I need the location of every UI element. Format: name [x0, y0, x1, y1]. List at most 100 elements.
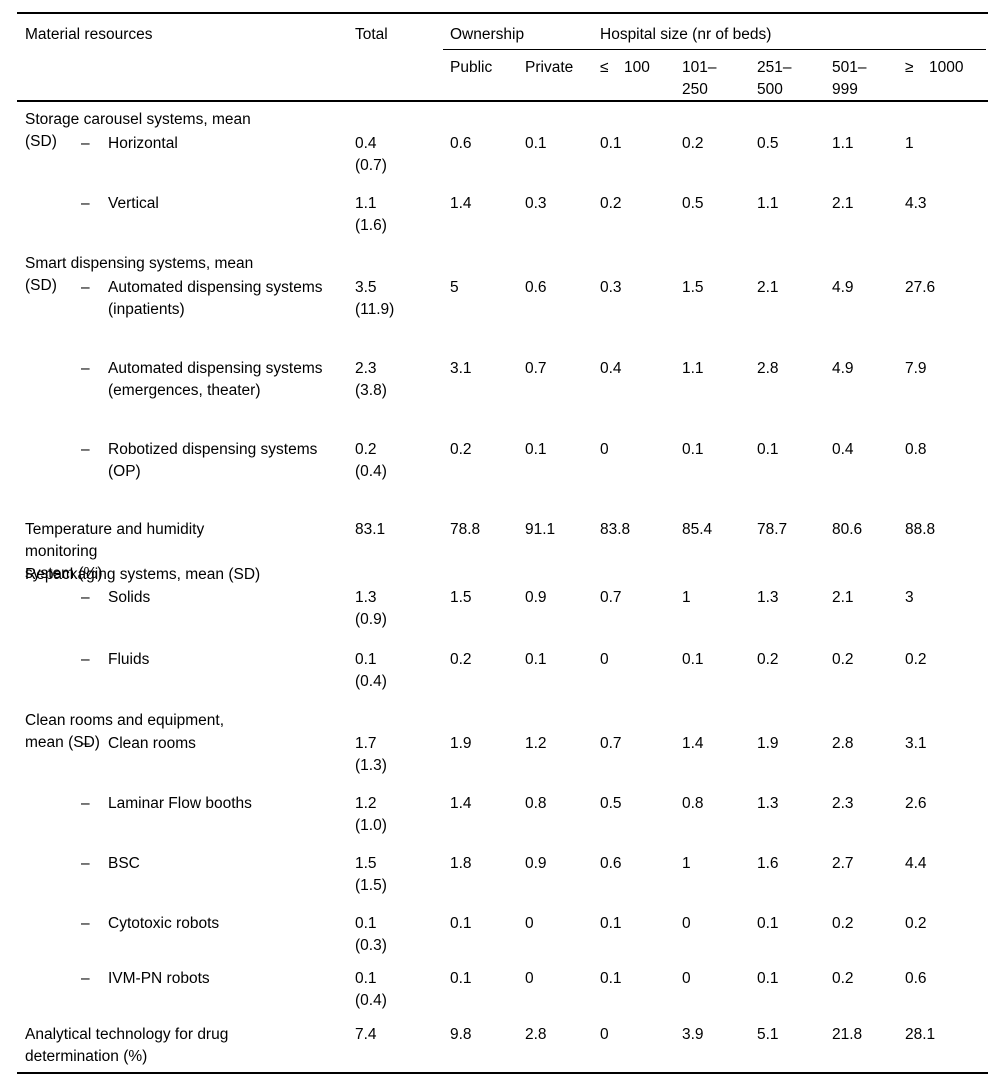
cell-value: 1.5: [682, 279, 704, 296]
cell-value: 7.9: [905, 360, 927, 377]
cell-total: 1.1 (1.6): [355, 195, 387, 234]
cell-value: 0.2: [832, 651, 854, 668]
cell-value: 1.5: [450, 589, 472, 606]
cell-value: 0.1: [525, 651, 547, 668]
cell-value: 3.1: [905, 735, 927, 752]
row-dash: –: [81, 795, 90, 812]
cell-value: 0.4: [600, 360, 622, 377]
row-label: Temperature and humidity monitoring syst…: [25, 521, 205, 582]
row-label-cell: – Automated dispensing systems (emergence…: [25, 358, 347, 402]
cell-value: 1.1: [757, 195, 779, 212]
cell-value: 2.3: [832, 795, 854, 812]
cell-value: 2.1: [832, 195, 854, 212]
cell-value: 0.2: [600, 195, 622, 212]
cell-value: 0.1: [600, 135, 622, 152]
cell-value: 0.7: [600, 589, 622, 606]
cell-value: 1.1: [832, 135, 854, 152]
cell-value: 0.9: [525, 855, 547, 872]
cell-value: 0.5: [757, 135, 779, 152]
cell-value: 80.6: [832, 521, 863, 538]
cell-total: 1.3 (0.9): [355, 589, 387, 628]
row-label-cell: – Automated dispensing systems (inpatient…: [25, 277, 347, 321]
table-row: – IVM-PN robots 0.1 (0.4) 0.1 0 0.1 0 0.1 0.2 0.6: [17, 968, 988, 1024]
cell-value: 1.9: [450, 735, 472, 752]
cell-value: 1: [682, 589, 691, 606]
cell-value: 0.2: [450, 651, 472, 668]
row-label-cell: Temperature and humidity monitoring syst…: [25, 519, 347, 585]
cell-value: 1.4: [450, 195, 472, 212]
cell-value: 0.6: [905, 970, 927, 987]
cell-value: 0.2: [450, 441, 472, 458]
cell-value: 2.1: [832, 589, 854, 606]
cell-total: 83.1: [355, 521, 386, 538]
cell-total: 1.5 (1.5): [355, 855, 387, 894]
cell-value: 0.7: [600, 735, 622, 752]
row-dash: –: [81, 970, 90, 987]
row-label: Fluids: [108, 651, 150, 668]
cell-value: 28.1: [905, 1026, 936, 1043]
cell-value: 0.1: [450, 970, 472, 987]
table-row: – Clean rooms 1.7 (1.3) 1.9 1.2 0.7 1.4 1.9 2.8 3…: [17, 733, 988, 793]
column-header-material-resources: Material resources: [25, 26, 153, 43]
cell-value: 88.8: [905, 521, 936, 538]
cell-value: 4.9: [832, 360, 854, 377]
cell-value: 3: [905, 589, 914, 606]
cell-value: 83.8: [600, 521, 631, 538]
cell-value: 1.3: [757, 795, 779, 812]
table-row: – Cytotoxic robots 0.1 (0.3) 0.1 0 0.1 0 0.1 0.2…: [17, 913, 988, 968]
row-label: Repackaging systems, mean (SD): [25, 566, 261, 583]
cell-total: 0.1 (0.4): [355, 970, 387, 1009]
cell-total: 0.1 (0.4): [355, 651, 387, 690]
row-label: Automated dispensing systems (emergences…: [108, 360, 323, 399]
row-label: Solids: [108, 589, 151, 606]
cell-value: 2.1: [757, 279, 779, 296]
row-label: Clean rooms: [108, 735, 196, 752]
row-label: Laminar Flow booths: [108, 795, 252, 812]
cell-total: 0.2 (0.4): [355, 441, 387, 480]
cell-value: 4.4: [905, 855, 927, 872]
cell-value: 0.8: [905, 441, 927, 458]
row-label-cell: – Clean rooms: [25, 733, 347, 755]
row-dash: –: [81, 279, 90, 296]
cell-value: 0.8: [525, 795, 547, 812]
cell-value: 0.3: [600, 279, 622, 296]
cell-total: 7.4: [355, 1026, 377, 1043]
row-dash: –: [81, 441, 90, 458]
cell-value: 0.1: [600, 915, 622, 932]
table-row: – Vertical 1.1 (1.6) 1.4 0.3 0.2 0.5 1.1 2.1 4.3: [17, 193, 988, 253]
row-label-cell: – Robotized dispensing systems (OP): [25, 439, 347, 483]
cell-value: 91.1: [525, 521, 556, 538]
column-header-beds-501-999: 501– 999: [832, 59, 867, 98]
cell-total: 3.5 (11.9): [355, 279, 395, 318]
cell-value: 0.2: [905, 915, 927, 932]
cell-value: 3.9: [682, 1026, 704, 1043]
cell-value: 0.1: [757, 970, 779, 987]
column-group-hospital-size: Hospital size (nr of beds): [600, 26, 772, 43]
cell-total: 1.2 (1.0): [355, 795, 387, 834]
cell-value: 0.2: [832, 970, 854, 987]
row-label: Cytotoxic robots: [108, 915, 220, 932]
cell-value: 0.1: [757, 441, 779, 458]
row-label: IVM-PN robots: [108, 970, 210, 987]
cell-value: 85.4: [682, 521, 713, 538]
cell-value: 0.2: [832, 915, 854, 932]
column-header-total: Total: [355, 26, 388, 43]
cell-value: 0: [525, 970, 534, 987]
table-row: Temperature and humidity monitoring syst…: [17, 519, 988, 582]
cell-value: 0.2: [905, 651, 927, 668]
cell-value: 0.1: [682, 651, 704, 668]
table-body: Storage carousel systems, mean (SD) – Hori…: [17, 102, 988, 1074]
row-label-cell: – BSC: [25, 853, 347, 875]
cell-value: 0.1: [757, 915, 779, 932]
cell-value: 2.8: [832, 735, 854, 752]
column-group-ownership: Ownership: [450, 26, 525, 43]
row-dash: –: [81, 360, 90, 377]
cell-value: 1.4: [450, 795, 472, 812]
cell-value: 0.2: [757, 651, 779, 668]
row-label: Storage carousel systems, mean (SD): [25, 111, 251, 150]
column-header-beds-le-100: ≤ 100: [600, 59, 650, 76]
header-group-rule: [443, 49, 986, 50]
table-row: Analytical technology for drug determina…: [17, 1024, 988, 1072]
table-header: Material resources Total Ownership Hospi…: [17, 12, 988, 102]
